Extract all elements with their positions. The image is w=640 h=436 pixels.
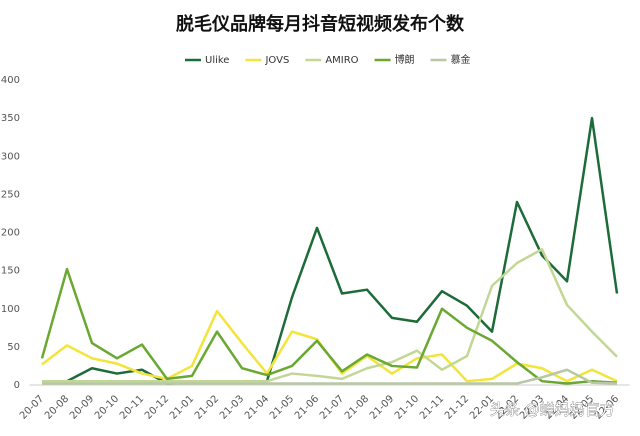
legend-label: JOVS: [264, 55, 289, 66]
y-tick-label: 0: [14, 380, 20, 391]
x-tick-label: 21-10: [393, 393, 421, 421]
x-tick-label: 20-08: [43, 393, 71, 421]
x-tick-label: 21-06: [293, 393, 321, 421]
x-tick-label: 20-11: [118, 393, 146, 421]
x-tick-label: 21-08: [343, 393, 371, 421]
y-tick-label: 250: [1, 189, 20, 200]
y-tick-label: 150: [1, 266, 20, 277]
legend-label: AMIRO: [325, 55, 358, 66]
x-tick-label: 21-03: [218, 393, 246, 421]
y-tick-label: 400: [1, 75, 20, 86]
x-tick-label: 21-01: [168, 393, 196, 421]
series-line: [42, 368, 618, 385]
x-tick-label: 21-04: [243, 393, 271, 421]
y-tick-label: 300: [1, 151, 20, 162]
legend-label: Ulike: [205, 55, 229, 66]
x-tick-label: 21-09: [368, 393, 396, 421]
x-tick-label: 20-07: [18, 393, 46, 421]
x-tick-label: 21-02: [193, 393, 221, 421]
x-tick-label: 21-11: [418, 393, 446, 421]
y-tick-label: 200: [1, 228, 20, 239]
y-tick-label: 350: [1, 113, 20, 124]
x-tick-label: 21-12: [443, 393, 471, 421]
x-tick-label: 20-12: [143, 393, 171, 421]
legend-label: 慕金: [451, 53, 471, 66]
x-tick-label: 20-10: [93, 393, 121, 421]
x-tick-label: 21-07: [318, 393, 346, 421]
x-tick-label: 20-09: [68, 393, 96, 421]
y-tick-label: 50: [7, 342, 20, 353]
series-line: [41, 116, 619, 385]
legend-label: 博朗: [395, 53, 415, 66]
y-tick-label: 100: [1, 304, 20, 315]
watermark: 头条 @蝉妈妈官方: [490, 401, 615, 419]
x-tick-label: 21-05: [268, 393, 296, 421]
chart-title: 脱毛仪品牌每月抖音短视频发布个数: [176, 13, 465, 35]
series-line: [42, 248, 618, 383]
series-line: [40, 267, 618, 385]
